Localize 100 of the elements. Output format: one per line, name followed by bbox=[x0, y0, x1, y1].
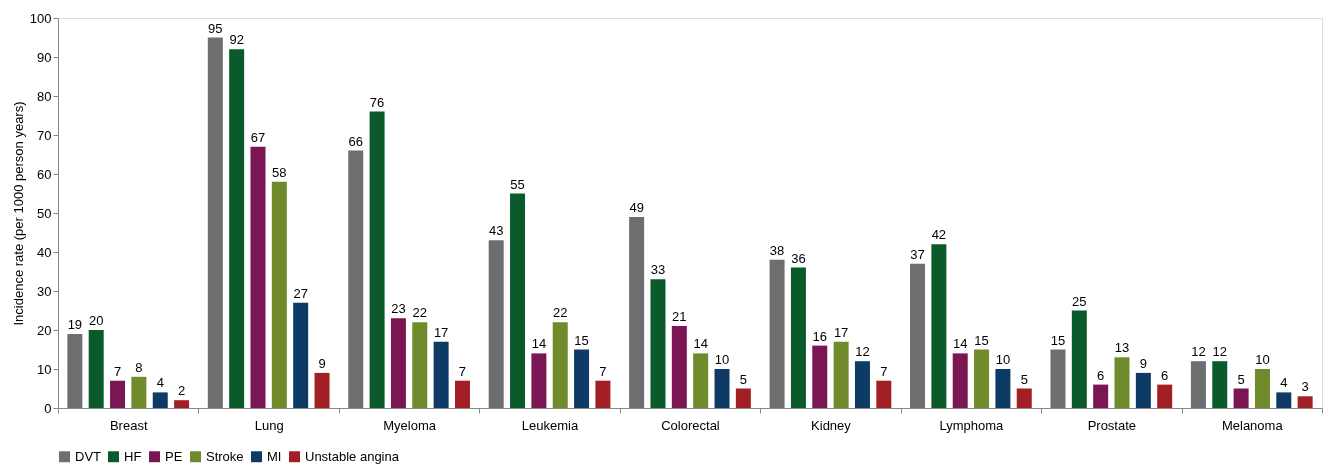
bar bbox=[1135, 372, 1151, 408]
legend-label: PE bbox=[165, 448, 183, 464]
data-label: 12 bbox=[855, 344, 870, 360]
bar bbox=[369, 111, 385, 408]
x-tick-label: Melanoma bbox=[1221, 417, 1284, 433]
y-tick-label: 50 bbox=[37, 205, 52, 221]
y-tick-label: 80 bbox=[37, 88, 52, 104]
data-label: 92 bbox=[229, 32, 244, 48]
bar bbox=[348, 150, 364, 408]
y-tick-label: 20 bbox=[37, 322, 52, 338]
legend-label: Stroke bbox=[206, 448, 244, 464]
x-tick-label: Lung bbox=[254, 417, 284, 433]
data-label: 43 bbox=[488, 223, 504, 239]
data-label: 37 bbox=[910, 246, 925, 262]
data-label: 2 bbox=[177, 383, 186, 399]
bar bbox=[595, 380, 611, 408]
bar bbox=[1190, 361, 1206, 408]
bar bbox=[876, 380, 892, 408]
bar bbox=[1276, 392, 1292, 408]
data-label: 27 bbox=[293, 285, 308, 301]
y-tick-label: 70 bbox=[37, 127, 52, 143]
data-label: 6 bbox=[1161, 367, 1169, 383]
data-label: 5 bbox=[739, 371, 747, 387]
bar bbox=[433, 341, 449, 408]
data-label: 8 bbox=[135, 359, 143, 375]
data-label: 38 bbox=[769, 242, 785, 258]
x-tick-label: Lymphoma bbox=[939, 417, 1005, 433]
bar bbox=[854, 361, 870, 408]
y-tick-label: 10 bbox=[37, 361, 52, 377]
data-label: 12 bbox=[1212, 344, 1227, 360]
data-label: 13 bbox=[1114, 340, 1130, 356]
data-label: 12 bbox=[1191, 344, 1206, 360]
data-label: 14 bbox=[952, 336, 968, 352]
bar bbox=[1093, 384, 1109, 408]
legend-label: DVT bbox=[75, 448, 102, 464]
data-label: 7 bbox=[458, 363, 467, 379]
data-label: 15 bbox=[974, 332, 989, 348]
bar bbox=[1016, 388, 1032, 408]
data-label: 16 bbox=[812, 328, 828, 344]
data-label: 23 bbox=[391, 301, 406, 317]
data-label: 7 bbox=[599, 363, 607, 379]
y-tick-label: 30 bbox=[37, 283, 52, 299]
bar bbox=[1233, 388, 1249, 408]
bar bbox=[974, 349, 990, 408]
bar bbox=[952, 353, 968, 408]
data-label: 4 bbox=[156, 375, 164, 391]
y-tick-label: 60 bbox=[37, 166, 52, 182]
x-tick-label: Prostate bbox=[1087, 417, 1137, 433]
data-label: 22 bbox=[412, 305, 428, 321]
bar bbox=[833, 341, 849, 408]
data-label: 17 bbox=[433, 324, 449, 340]
data-label: 17 bbox=[833, 324, 849, 340]
legend-label: MI bbox=[267, 448, 282, 464]
data-label: 6 bbox=[1097, 367, 1105, 383]
bar bbox=[735, 388, 751, 408]
data-label: 4 bbox=[1280, 375, 1288, 391]
bar bbox=[88, 330, 104, 408]
bar bbox=[1114, 357, 1130, 408]
bar bbox=[229, 49, 245, 408]
bar bbox=[790, 267, 806, 408]
data-label: 9 bbox=[318, 355, 326, 371]
data-label: 10 bbox=[1255, 352, 1270, 367]
bar bbox=[1212, 361, 1228, 408]
y-tick-label: 90 bbox=[37, 49, 52, 65]
bar bbox=[714, 369, 730, 408]
x-tick-label: Myeloma bbox=[383, 417, 437, 433]
bar bbox=[531, 353, 547, 408]
bar bbox=[314, 372, 330, 408]
bar bbox=[131, 376, 147, 408]
bar bbox=[574, 349, 590, 408]
x-tick-label: Leukemia bbox=[521, 417, 580, 433]
data-label: 55 bbox=[510, 176, 525, 192]
y-tick-label: 40 bbox=[37, 244, 52, 260]
data-label: 22 bbox=[552, 305, 568, 321]
bar bbox=[271, 181, 287, 408]
bar bbox=[812, 345, 828, 408]
bar bbox=[454, 380, 470, 408]
data-label: 9 bbox=[1139, 355, 1147, 371]
bar bbox=[110, 380, 126, 408]
data-label: 7 bbox=[113, 363, 122, 379]
data-label: 10 bbox=[995, 352, 1011, 367]
bar bbox=[995, 369, 1011, 408]
y-tick-label: 0 bbox=[44, 400, 52, 416]
data-label: 25 bbox=[1072, 293, 1087, 309]
data-label: 5 bbox=[1020, 371, 1028, 387]
bar bbox=[910, 263, 926, 408]
legend-label: HF bbox=[124, 448, 142, 464]
data-label: 7 bbox=[880, 363, 888, 379]
data-label: 58 bbox=[272, 164, 287, 180]
bar bbox=[552, 322, 568, 408]
data-label: 20 bbox=[88, 313, 104, 328]
data-label: 21 bbox=[672, 309, 687, 325]
x-tick-label: Breast bbox=[109, 417, 148, 433]
data-label: 76 bbox=[369, 94, 385, 110]
bar bbox=[629, 216, 645, 408]
bar bbox=[152, 392, 168, 408]
bar bbox=[390, 318, 406, 408]
bar bbox=[769, 259, 785, 408]
bar bbox=[412, 322, 428, 408]
bar bbox=[67, 333, 83, 408]
